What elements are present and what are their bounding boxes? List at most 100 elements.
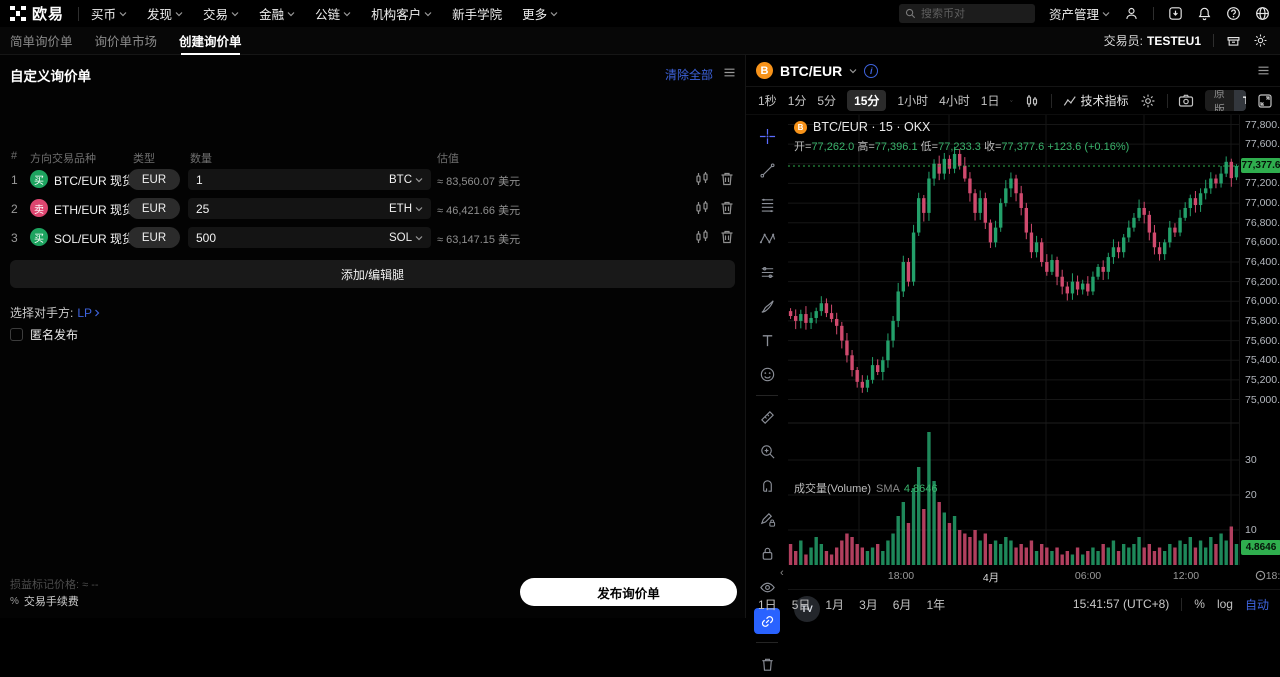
range-5d[interactable]: 5日 — [792, 596, 811, 613]
widget-box-icon[interactable] — [1226, 33, 1241, 48]
menu-academy[interactable]: 新手学院 — [452, 4, 502, 23]
publish-rfq-button[interactable]: 发布询价单 — [520, 578, 737, 606]
clock[interactable]: 15:41:57 (UTC+8) — [1073, 597, 1169, 611]
chart-menu-icon[interactable] — [1256, 63, 1271, 78]
chevron-down-icon[interactable] — [849, 67, 857, 75]
valuation: ≈ 83,560.07 美元 — [437, 173, 520, 189]
range-1y[interactable]: 1年 — [926, 596, 945, 613]
price-axis-label: 75,800.0 — [1245, 315, 1280, 327]
menu-buy-crypto[interactable]: 买币 — [91, 4, 127, 23]
chart-settings-gear-icon[interactable] — [1140, 93, 1156, 109]
assets-menu[interactable]: 资产管理 — [1049, 4, 1110, 23]
instrument-label[interactable]: ETH/EUR 现货 — [54, 201, 134, 218]
candles-chart-icon[interactable] — [694, 171, 710, 187]
notifications-bell-icon[interactable] — [1197, 6, 1212, 21]
clear-all-link[interactable]: 清除全部 — [665, 66, 713, 83]
tab-create-rfq[interactable]: 创建询价单 — [179, 27, 242, 55]
search-input[interactable] — [921, 8, 1021, 20]
price-axis-label: 75,600.0 — [1245, 335, 1280, 347]
fib-retracement-tool[interactable] — [754, 191, 780, 217]
amount-input[interactable] — [196, 202, 389, 216]
crosshair-tool[interactable] — [754, 123, 780, 149]
help-icon[interactable] — [1226, 6, 1241, 21]
download-app-icon[interactable] — [1168, 6, 1183, 21]
chevron-down-icon — [119, 10, 127, 18]
scroll-left-arrow[interactable]: ‹ — [780, 567, 784, 579]
currency-select[interactable]: SOL — [389, 232, 423, 244]
counterparty-link[interactable]: LP — [77, 306, 101, 320]
currency-select[interactable]: BTC — [389, 174, 423, 186]
screenshot-camera-icon[interactable] — [1178, 93, 1194, 109]
tf-4h[interactable]: 4小时 — [939, 92, 970, 109]
zoom-in-tool[interactable] — [754, 438, 780, 464]
menu-finance[interactable]: 金融 — [259, 4, 295, 23]
type-pill[interactable]: EUR — [128, 227, 180, 248]
valuation: ≈ 46,421.66 美元 — [437, 202, 520, 218]
symbol-name[interactable]: BTC/EUR — [780, 63, 842, 79]
fullscreen-expand-icon[interactable] — [1257, 93, 1273, 109]
chevron-down-icon[interactable] — [1010, 97, 1013, 105]
text-tool[interactable] — [754, 327, 780, 353]
tab-simple-rfq[interactable]: 简单询价单 — [10, 27, 73, 55]
amount-input[interactable] — [196, 173, 389, 187]
delete-icon[interactable] — [719, 171, 735, 187]
trend-line-tool[interactable] — [754, 157, 780, 183]
delete-icon[interactable] — [719, 229, 735, 245]
range-1mo[interactable]: 1月 — [825, 596, 844, 613]
menu-discover[interactable]: 发现 — [147, 4, 183, 23]
range-3mo[interactable]: 3月 — [859, 596, 878, 613]
tab-rfq-market[interactable]: 询价单市场 — [95, 27, 158, 55]
instrument-label[interactable]: BTC/EUR 现货 — [54, 172, 134, 189]
native-mode-button[interactable]: 原版 — [1205, 90, 1234, 111]
range-1d[interactable]: 1日 — [758, 596, 777, 613]
percent-scale-button[interactable]: % — [1194, 597, 1205, 611]
tf-1m[interactable]: 1分 — [788, 92, 807, 109]
log-scale-button[interactable]: log — [1217, 597, 1233, 611]
add-edit-leg-button[interactable]: 添加/编辑腿 — [10, 260, 735, 288]
menu-chain[interactable]: 公链 — [315, 4, 351, 23]
candlestick-chart[interactable] — [788, 115, 1239, 565]
table-row: 3 买 SOL/EUR 现货 EUR SOL ≈ 63,147.15 美元 — [0, 223, 745, 252]
settings-gear-icon[interactable] — [1253, 33, 1268, 48]
info-icon[interactable]: i — [864, 64, 878, 78]
instrument-label[interactable]: SOL/EUR 现货 — [54, 230, 134, 247]
drawing-mode-lock-tool[interactable] — [754, 506, 780, 532]
tf-1h[interactable]: 1小时 — [897, 92, 928, 109]
range-6mo[interactable]: 6月 — [893, 596, 912, 613]
panel-menu-icon[interactable] — [722, 65, 737, 80]
menu-trade[interactable]: 交易 — [203, 4, 239, 23]
candle-style-icon[interactable] — [1024, 93, 1040, 109]
amount-input[interactable] — [196, 231, 389, 245]
price-axis[interactable]: 77,800.077,600.077,400.077,200.077,000.0… — [1239, 115, 1280, 565]
magnet-tool[interactable] — [754, 472, 780, 498]
delete-icon[interactable] — [719, 200, 735, 216]
menu-more[interactable]: 更多 — [522, 4, 558, 23]
long-position-tool[interactable] — [754, 259, 780, 285]
xabcd-pattern-tool[interactable] — [754, 225, 780, 251]
user-icon[interactable] — [1124, 6, 1139, 21]
okx-logo[interactable]: 欧易 — [10, 3, 64, 24]
anonymous-checkbox[interactable] — [10, 328, 23, 341]
language-globe-icon[interactable] — [1255, 6, 1270, 21]
measure-ruler-tool[interactable] — [754, 404, 780, 430]
type-pill[interactable]: EUR — [128, 198, 180, 219]
tf-1s[interactable]: 1秒 — [758, 92, 777, 109]
type-pill[interactable]: EUR — [128, 169, 180, 190]
indicators-button[interactable]: 技术指标 — [1063, 92, 1129, 109]
search-box[interactable] — [899, 4, 1035, 23]
tf-1d[interactable]: 1日 — [981, 92, 1000, 109]
tradingview-mode-button[interactable]: TradingView — [1234, 90, 1246, 111]
volume-axis-label: 20 — [1245, 489, 1257, 501]
tf-5m[interactable]: 5分 — [817, 92, 836, 109]
menu-institutional[interactable]: 机构客户 — [371, 4, 432, 23]
tf-15m[interactable]: 15分 — [847, 90, 886, 111]
lock-all-tool[interactable] — [754, 540, 780, 566]
auto-scale-button[interactable]: 自动 — [1245, 596, 1269, 613]
candles-chart-icon[interactable] — [694, 200, 710, 216]
candles-chart-icon[interactable] — [694, 229, 710, 245]
currency-select[interactable]: ETH — [389, 203, 423, 215]
remove-drawings-trash-tool[interactable] — [754, 651, 780, 677]
emoji-tool[interactable] — [754, 361, 780, 387]
brush-tool[interactable] — [754, 293, 780, 319]
